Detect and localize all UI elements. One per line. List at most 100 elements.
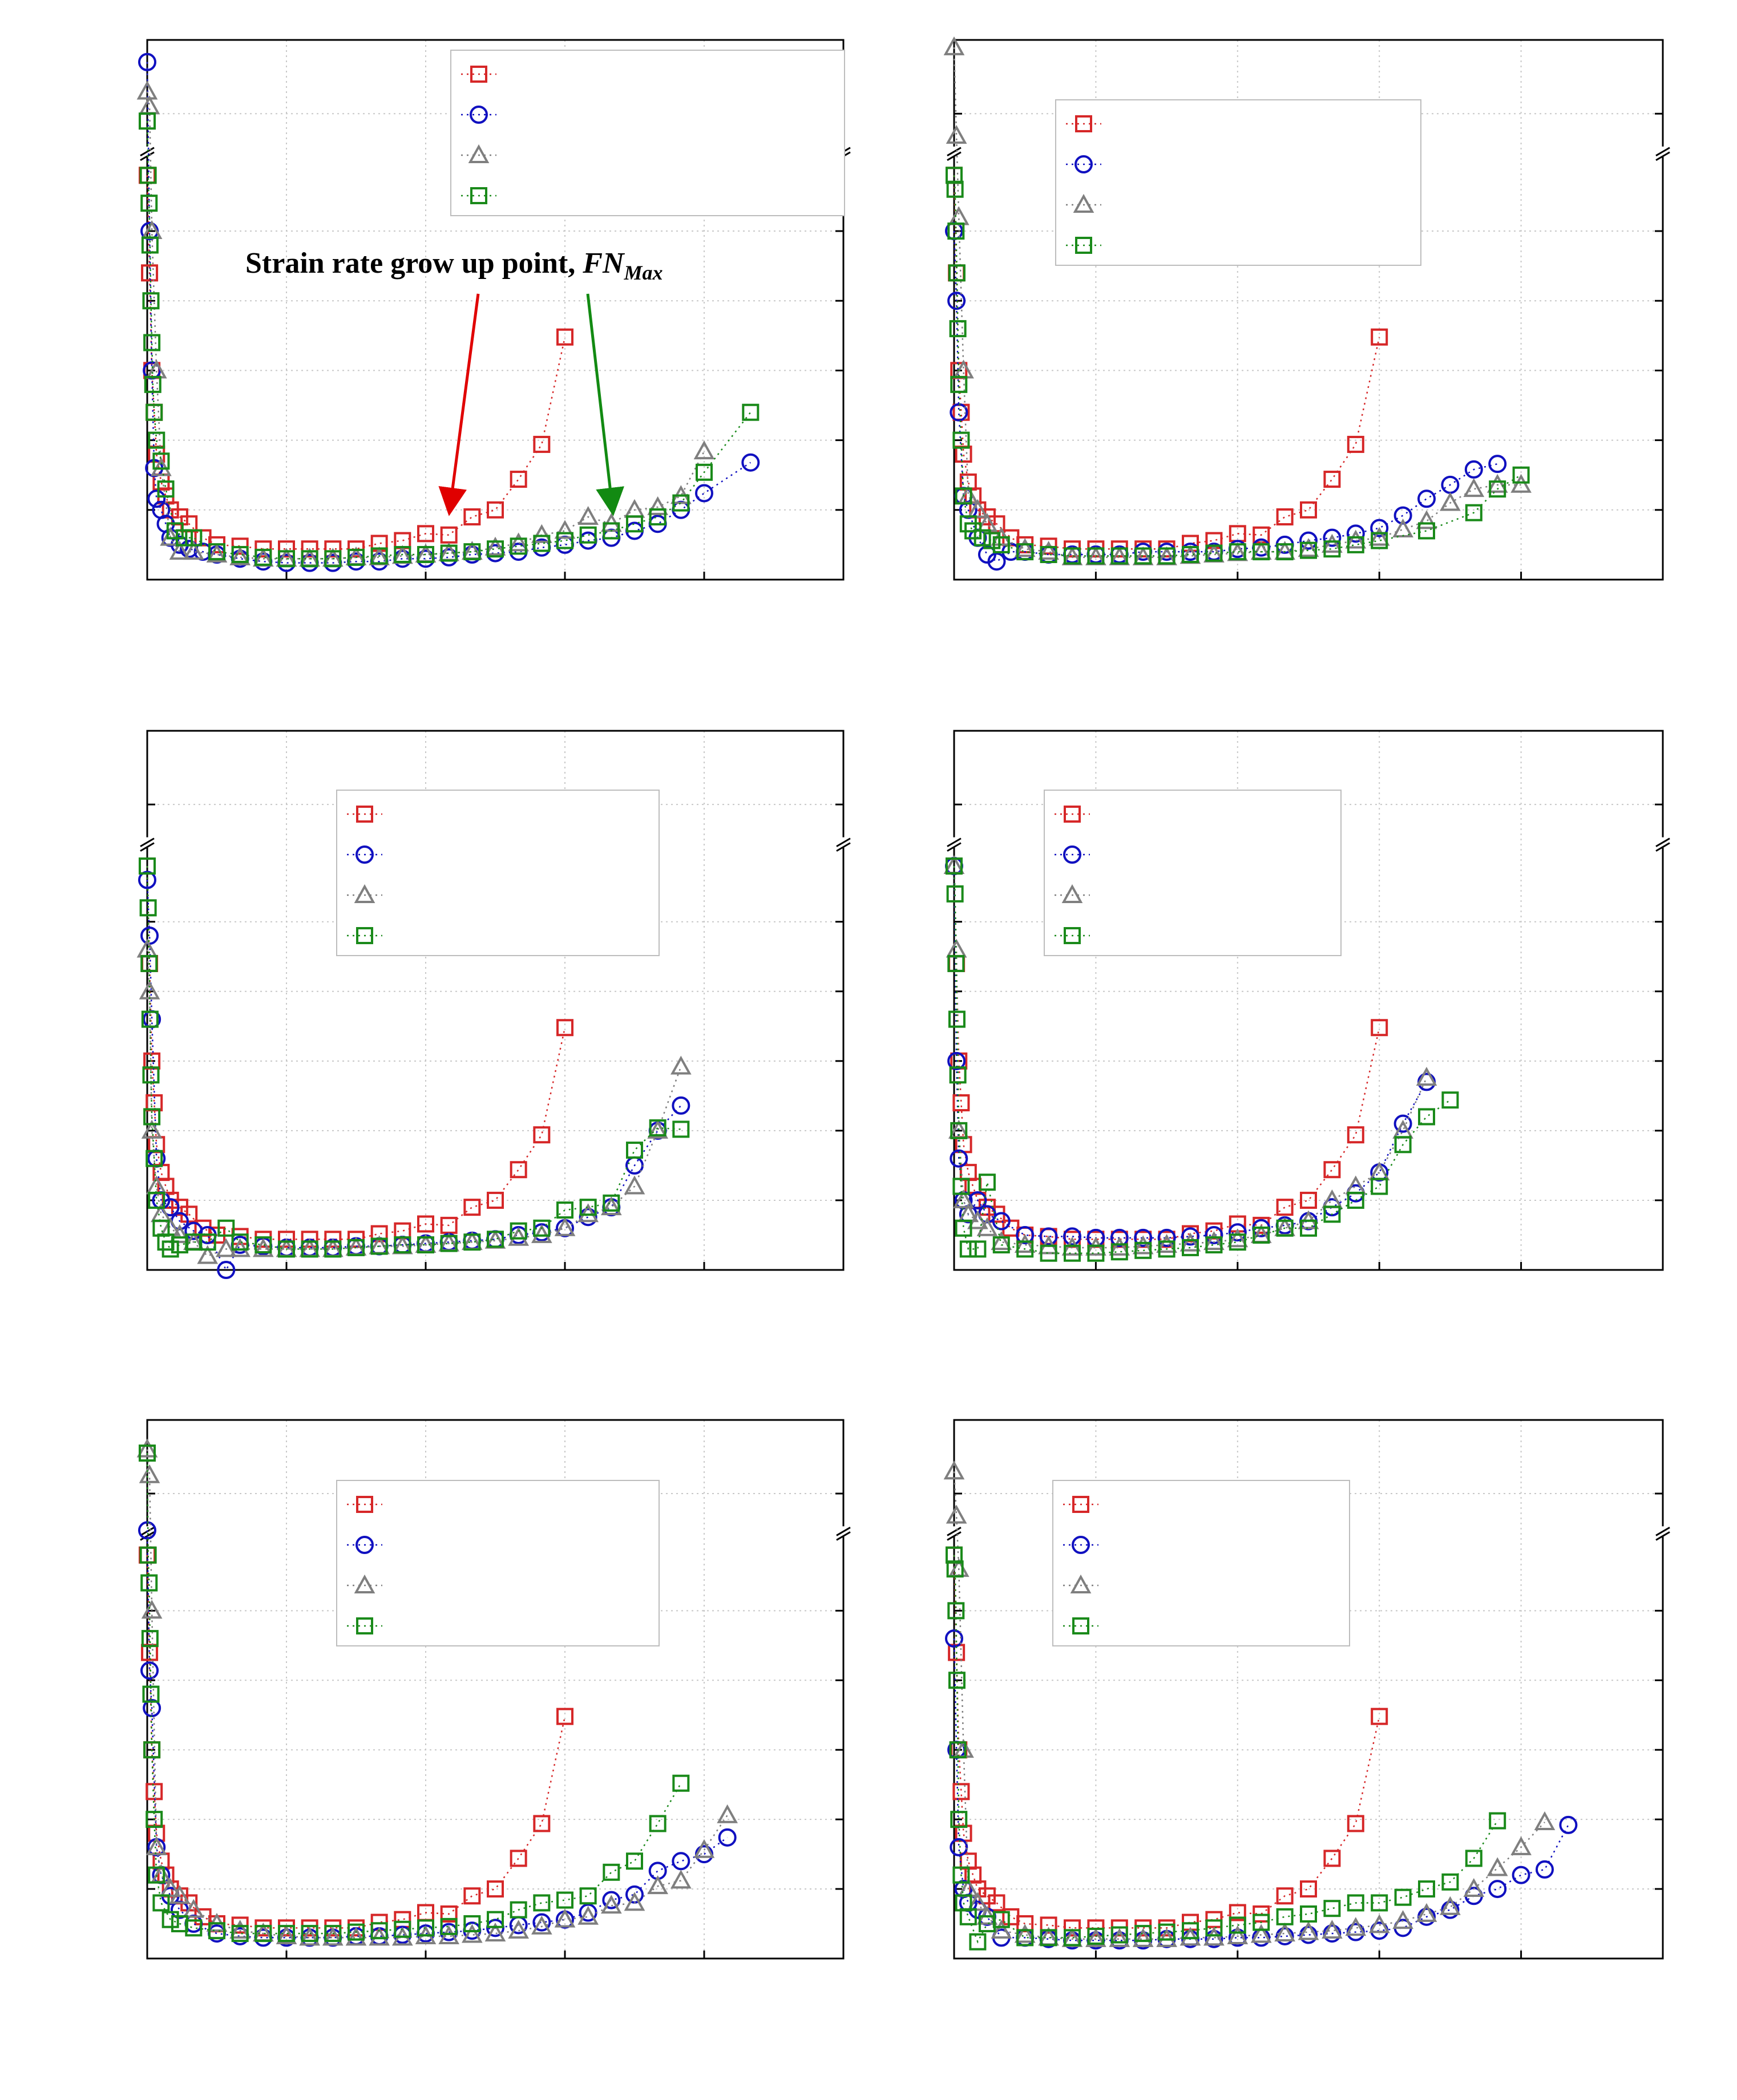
- data-point: [185, 1919, 203, 1937]
- data-point: [139, 899, 157, 917]
- data-point: [1132, 1235, 1154, 1255]
- data-point: [670, 1055, 692, 1075]
- data-point: [1371, 328, 1388, 346]
- data-point: [1393, 506, 1412, 525]
- data-point: [1512, 1866, 1530, 1884]
- data-point: [252, 1238, 274, 1257]
- plot-frame: [953, 39, 1664, 581]
- data-point: [600, 1895, 622, 1914]
- plot-frame: [953, 1419, 1664, 1960]
- data-point: [1134, 1241, 1152, 1259]
- data-point: [647, 1119, 669, 1139]
- data-point: [140, 1574, 158, 1592]
- data-point: [647, 496, 669, 515]
- data-point: [142, 292, 160, 310]
- data-point: [556, 1891, 573, 1909]
- data-point: [1016, 543, 1034, 561]
- legend: [336, 1480, 660, 1646]
- data-point: [577, 1203, 599, 1223]
- data-point: [183, 541, 204, 560]
- data-point: [978, 1174, 996, 1191]
- data-point: [1179, 1232, 1201, 1252]
- data-point: [417, 546, 434, 564]
- data-point: [1488, 455, 1507, 474]
- data-point: [533, 1894, 551, 1912]
- series-line: [146, 866, 681, 1250]
- annotation-symbol: FN: [582, 247, 625, 280]
- axis-break-mark: [1655, 147, 1670, 157]
- data-point: [1205, 1236, 1223, 1254]
- legend-marker: [1072, 1617, 1089, 1634]
- axis-break-mark: [947, 837, 962, 847]
- data-point: [1229, 543, 1246, 561]
- data-point: [1038, 541, 1059, 560]
- data-point: [143, 1108, 161, 1126]
- data-point: [554, 1908, 576, 1928]
- axis-break-mark: [140, 1531, 155, 1541]
- data-point: [152, 452, 170, 470]
- series-line: [953, 865, 1451, 1254]
- plot-frame: [146, 39, 845, 581]
- data-point: [947, 954, 965, 972]
- data-point: [1536, 1860, 1554, 1879]
- data-point: [1156, 1928, 1177, 1947]
- series-grid11-interface-2: [136, 938, 692, 1264]
- data-point: [1510, 474, 1532, 493]
- data-point: [1157, 1228, 1176, 1247]
- legend-marker: [1070, 1574, 1092, 1593]
- data-point: [208, 543, 225, 561]
- data-point: [438, 1925, 460, 1944]
- data-point: [992, 1911, 1010, 1928]
- legend-box: [450, 50, 845, 216]
- annotation-text: Strain rate grow up point, FNMax: [245, 247, 663, 284]
- data-point: [487, 501, 504, 519]
- data-point: [1371, 1019, 1388, 1037]
- data-point: [324, 540, 342, 558]
- series-line: [953, 1638, 1569, 1941]
- series-line: [953, 230, 1498, 563]
- data-point: [533, 435, 551, 453]
- data-point: [417, 1236, 434, 1254]
- data-point: [946, 1560, 964, 1578]
- legend-box: [336, 790, 660, 956]
- data-point: [143, 361, 161, 380]
- data-point: [176, 529, 193, 547]
- data-point: [1087, 547, 1105, 565]
- data-point: [1441, 1873, 1459, 1891]
- data-point: [672, 1096, 690, 1115]
- data-point: [602, 1891, 621, 1909]
- data-point: [953, 1189, 974, 1208]
- data-point: [231, 1233, 249, 1251]
- axis-break: [946, 837, 1671, 852]
- data-point: [1227, 1228, 1249, 1248]
- data-point: [1014, 538, 1036, 557]
- data-point: [626, 1852, 643, 1870]
- data-point: [949, 1066, 967, 1084]
- data-point: [301, 1231, 318, 1248]
- data-point: [193, 543, 212, 561]
- data-point: [370, 547, 388, 565]
- data-point: [152, 1894, 170, 1912]
- data-point: [1486, 1857, 1508, 1876]
- data-point: [278, 1231, 295, 1248]
- data-point: [231, 546, 249, 564]
- annotation-main: Strain rate grow up point,: [245, 247, 583, 280]
- data-point: [1323, 1924, 1342, 1943]
- data-point: [1205, 544, 1223, 562]
- data-point: [301, 550, 318, 568]
- data-point: [1158, 1923, 1175, 1941]
- data-point: [148, 431, 165, 449]
- data-point: [693, 1839, 715, 1858]
- data-point: [973, 529, 991, 547]
- data-point: [394, 546, 411, 564]
- data-point: [988, 1894, 1005, 1912]
- series-line: [146, 1449, 728, 1939]
- data-point: [1087, 1927, 1105, 1945]
- data-point: [742, 403, 760, 421]
- data-point: [143, 334, 161, 351]
- data-point: [967, 1210, 988, 1229]
- series-grid10-middle-3: [946, 1546, 1506, 1951]
- series-line: [953, 1471, 1545, 1940]
- data-point: [140, 954, 158, 972]
